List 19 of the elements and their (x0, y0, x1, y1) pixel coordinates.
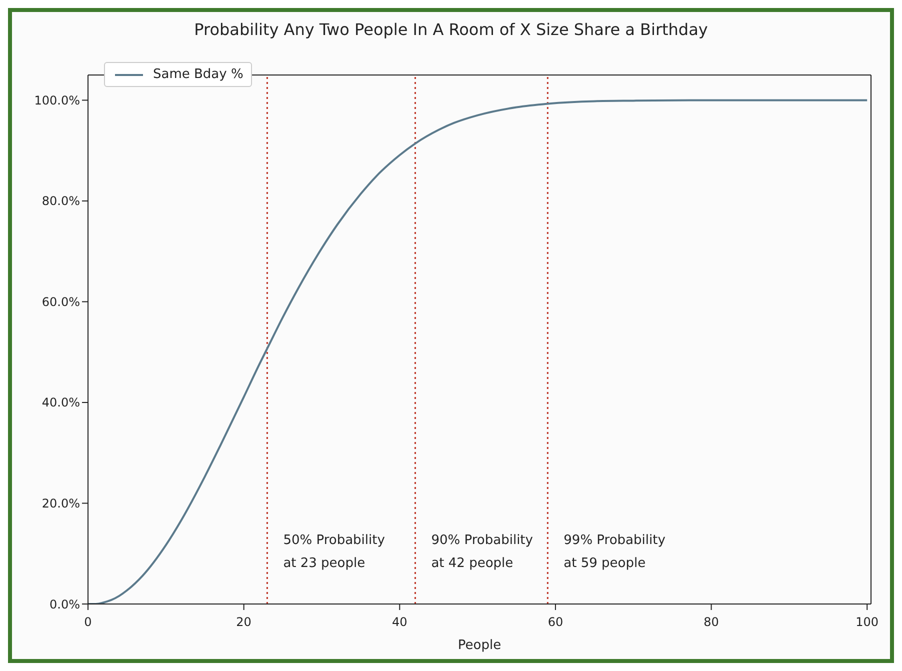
y-tick-label: 80.0% (42, 194, 80, 208)
x-tick-label: 20 (236, 615, 252, 629)
y-tick-label: 100.0% (34, 93, 80, 108)
x-tick-label: 40 (392, 615, 408, 629)
line-series (88, 99, 868, 604)
legend-label: Same Bday % (153, 67, 244, 82)
chart-title: Probability Any Two People In A Room of X Size Share a Birthday (193, 20, 709, 39)
y-tick-label: 0.0% (50, 597, 80, 612)
x-tick-label: 100 (856, 615, 879, 629)
y-tick-label: 40.0% (42, 396, 80, 410)
x-tick-label: 0 (84, 615, 92, 629)
ref-line-label: 90% Probability at 42 people (431, 533, 534, 571)
y-tick-label: 20.0% (42, 496, 80, 510)
ref-line-label: 50% Probability at 23 people (283, 533, 386, 571)
x-axis-title: People (458, 638, 502, 653)
x-tick-label: 80 (704, 615, 719, 629)
ref-line-label: 99% Probability at 59 people (564, 533, 666, 571)
x-tick-label: 60 (548, 615, 564, 629)
y-tick-label: 60.0% (42, 294, 80, 309)
